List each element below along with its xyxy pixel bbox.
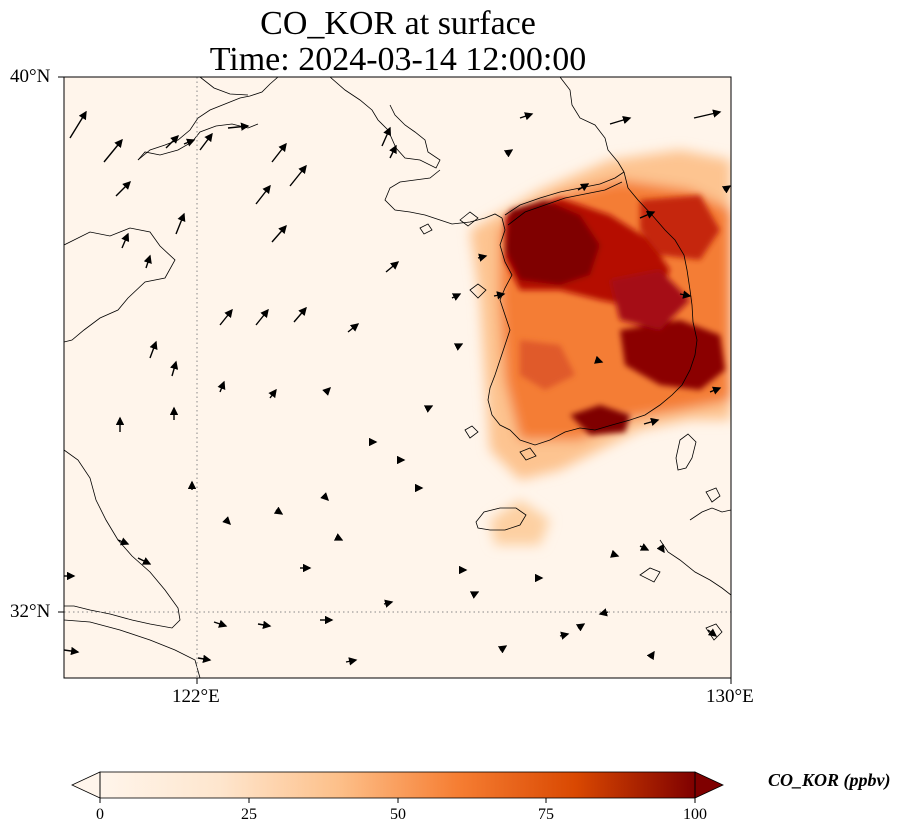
wind-arrow [477, 253, 488, 262]
axis-ticks [58, 76, 732, 684]
map-subtitle: Time: 2024-03-14 12:00:00 [209, 41, 587, 78]
map-frame [63, 76, 732, 679]
wind-arrow [639, 210, 656, 219]
wind-arrow [598, 608, 609, 617]
wind-arrow [64, 646, 80, 656]
wind-arrow [115, 181, 131, 197]
colorbar-tick-label: 50 [390, 806, 406, 823]
wind-arrow [423, 405, 434, 413]
wind-arrow [213, 619, 228, 628]
wind-arrow [219, 308, 233, 326]
wind-arrow [217, 380, 226, 393]
wind-arrow [656, 543, 665, 554]
wind-arrow [383, 599, 394, 608]
wind-arrow [197, 654, 212, 663]
wind-arrow [707, 628, 718, 637]
wind-arrow [103, 138, 123, 163]
wind-arrow [121, 232, 130, 249]
lon-tick-label: 122°E [172, 686, 220, 707]
concentration-field [470, 150, 731, 545]
colorbar-tick-label: 0 [96, 806, 104, 823]
wind-arrow [721, 185, 731, 194]
wind-arrow [559, 631, 570, 640]
wind-arrow [643, 417, 660, 426]
wind-arrow [268, 388, 277, 399]
wind-arrow [227, 122, 250, 131]
wind-arrow [199, 132, 213, 151]
wind-arrow [183, 138, 196, 147]
wind-arrow [320, 492, 329, 501]
wind-arrow [69, 110, 87, 139]
wind-arrow [577, 183, 590, 192]
colorbar-label: CO_KOR (ppbv) [768, 770, 891, 790]
wind-arrow [610, 549, 620, 558]
wind-arrow [503, 149, 514, 158]
lat-tick-label: 32°N [10, 601, 51, 622]
wind-arrow [639, 543, 650, 551]
wind-arrow [170, 360, 179, 377]
wind-arrow [255, 184, 271, 205]
wind-arrow [646, 650, 655, 661]
wind-arrow [519, 112, 534, 121]
wind-arrow [609, 115, 632, 125]
wind-vectors [64, 109, 731, 666]
wind-arrow [469, 591, 480, 599]
wind-arrow [271, 142, 287, 163]
wind-arrow [679, 290, 692, 299]
wind-arrow [273, 506, 284, 515]
wind-arrow [347, 323, 360, 333]
wind-arrow [345, 657, 358, 666]
lon-tick-label: 130°E [706, 686, 754, 707]
wind-arrow [289, 164, 307, 187]
wind-arrow [333, 533, 344, 541]
wind-arrow [165, 135, 179, 149]
wind-arrow [322, 387, 331, 396]
coastlines [64, 77, 731, 678]
wind-arrow [143, 254, 152, 269]
wind-arrow [497, 645, 508, 654]
lat-tick-label: 40°N [10, 66, 51, 87]
colorbar-tick-label: 25 [241, 806, 257, 823]
colorbar-tick-label: 75 [538, 806, 554, 823]
wind-arrow [222, 516, 231, 525]
wind-arrow [137, 557, 152, 565]
wind-arrow [255, 308, 269, 326]
wind-arrow [493, 291, 506, 300]
wind-arrow [453, 343, 464, 351]
wind-arrow [381, 126, 391, 147]
wind-arrow [293, 306, 307, 323]
wind-arrow [693, 109, 722, 119]
wind-arrow [385, 261, 400, 273]
wind-arrow [117, 537, 130, 546]
wind-arrow [709, 386, 722, 395]
wind-arrow [175, 212, 186, 235]
gridlines [64, 77, 731, 678]
colorbar-tick-label: 100 [683, 806, 707, 823]
wind-arrow [149, 340, 158, 359]
wind-arrow [271, 224, 287, 243]
wind-arrow [389, 144, 397, 159]
wind-arrow [451, 293, 462, 301]
wind-arrow [575, 623, 586, 632]
wind-arrow [257, 620, 272, 629]
wind-arrow [594, 355, 604, 364]
colorbar [71, 771, 724, 803]
map-title: CO_KOR at surface [260, 5, 536, 42]
